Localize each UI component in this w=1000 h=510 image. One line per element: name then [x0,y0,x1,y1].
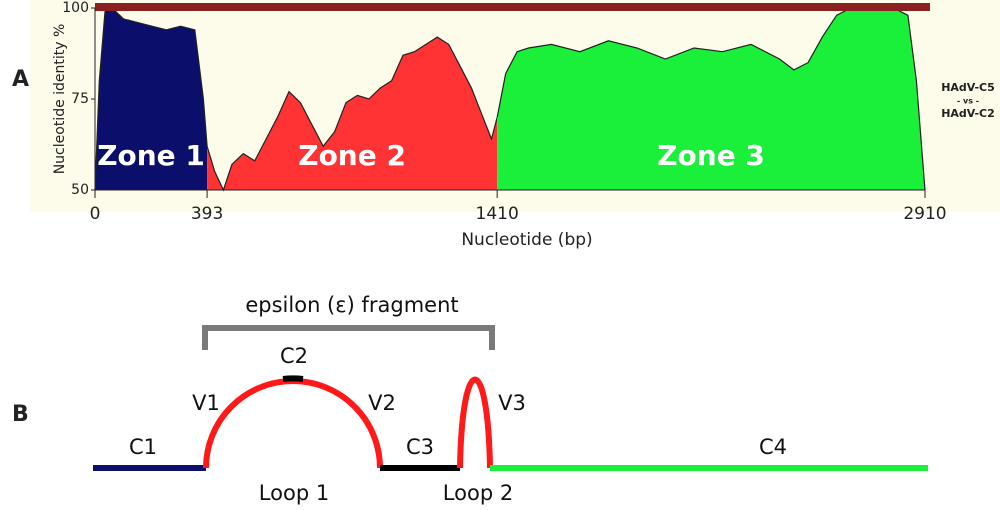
annotation: - vs - [957,97,979,106]
x-tick-label: 393 [191,204,223,224]
area-outline [94,7,208,191]
segment-label: C4 [759,435,787,459]
area [95,8,208,190]
zone-label: Zone 1 [97,139,205,172]
loop-1 [203,378,383,469]
annotation: HAdV-C2 [941,107,995,120]
loop-label: Loop 2 [443,481,513,505]
panel-label: A [12,67,29,92]
segment-label: V1 [192,391,220,415]
area-outline [206,36,498,192]
area [207,37,498,190]
segment-label: V3 [498,391,526,415]
top-band [95,3,930,11]
plot-area: Zone 1 Zone 2 Zone 3 50 75 100 0 393 1410 2910 [62,0,946,224]
x-tick-label: 0 [90,204,101,224]
zone-label: Zone 2 [298,139,406,172]
x-tick-label: 1410 [476,204,519,224]
area [497,8,925,190]
segment-label: C2 [280,344,308,368]
y-tick-label: 50 [71,182,89,198]
bracket [202,325,495,350]
loop-label: Loop 1 [259,481,329,505]
y-tick-label: 100 [62,0,89,16]
loop-2 [457,376,493,469]
panel-label: B [12,402,29,427]
y-axis-label: Nucleotide identity % [52,24,68,175]
segment-label: V2 [368,391,396,415]
annotation: HAdV-C5 [941,81,995,94]
bracket-label: epsilon (ε) fragment [245,293,458,317]
zone-label: Zone 3 [657,139,765,172]
x-tick-label: 2910 [903,204,946,224]
segment-label: C1 [129,435,157,459]
segment-c2 [282,375,304,382]
y-tick-label: 75 [71,91,89,107]
x-axis-label: Nucleotide (bp) [461,230,592,250]
segment-label: C3 [406,435,434,459]
